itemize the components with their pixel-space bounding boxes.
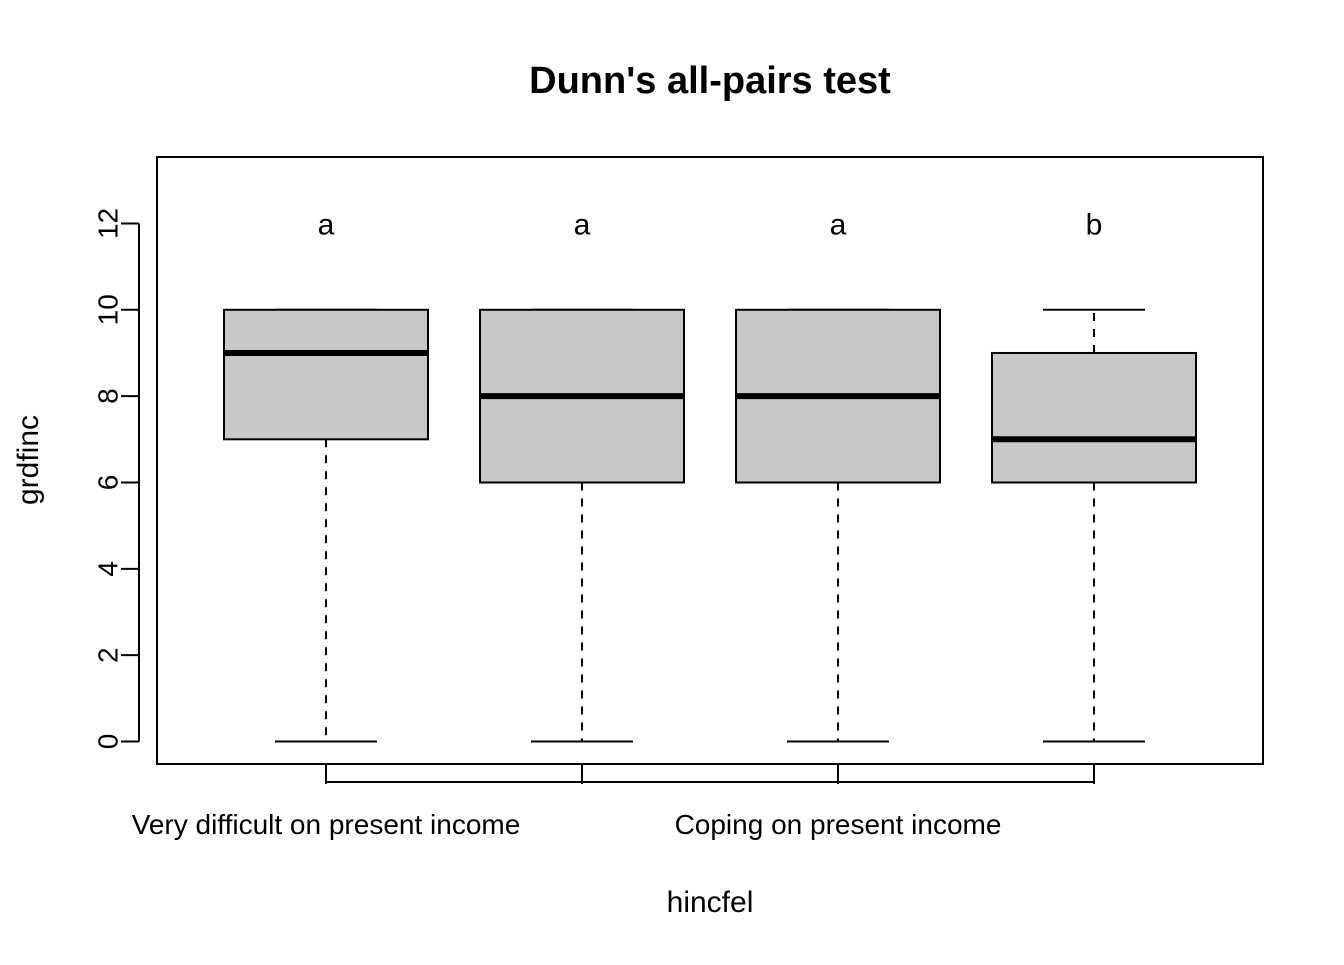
box [991, 351, 1197, 484]
y-axis-label: grdfinc [12, 415, 45, 505]
box-group: b [991, 208, 1197, 743]
x-tick-label: Very difficult on present income [132, 809, 521, 840]
box [223, 308, 429, 441]
box-group: a [479, 208, 685, 743]
y-tick-label: 12 [92, 208, 123, 239]
y-tick-label: 0 [92, 734, 123, 750]
group-letter: a [830, 208, 847, 241]
chart-title: Dunn's all-pairs test [529, 60, 891, 102]
y-tick-label: 2 [92, 647, 123, 663]
plot-frame [156, 156, 1264, 765]
x-axis: Very difficult on present income Coping o… [132, 764, 1095, 840]
group-letter: b [1086, 208, 1103, 241]
x-axis-label: hincfel [667, 886, 754, 919]
box-group: a [735, 208, 941, 743]
y-tick-label: 4 [92, 561, 123, 577]
y-axis: 0 2 4 6 8 10 12 [92, 208, 140, 750]
group-letter: a [318, 208, 335, 241]
group-letter: a [574, 208, 591, 241]
x-tick-label: Coping on present income [675, 809, 1002, 840]
y-tick-label: 10 [92, 294, 123, 325]
y-tick-label: 8 [92, 388, 123, 404]
y-tick-label: 6 [92, 475, 123, 491]
box-group: a [223, 208, 429, 743]
